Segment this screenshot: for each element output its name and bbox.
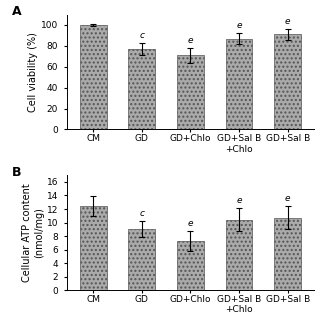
Bar — [226, 220, 252, 290]
Bar — [80, 206, 107, 290]
Y-axis label: Cell viability (%): Cell viability (%) — [28, 32, 38, 112]
Text: e: e — [285, 17, 291, 26]
Bar — [274, 218, 301, 290]
Text: e: e — [236, 196, 242, 205]
Text: e: e — [188, 36, 193, 45]
Text: c: c — [140, 209, 144, 218]
Text: e: e — [188, 219, 193, 228]
Y-axis label: Cellular ATP content
(nmol/mg): Cellular ATP content (nmol/mg) — [22, 183, 44, 282]
Text: e: e — [285, 195, 291, 204]
Text: B: B — [12, 166, 21, 179]
Bar — [129, 49, 155, 130]
Bar — [80, 25, 107, 130]
Bar — [226, 38, 252, 130]
Bar — [177, 241, 204, 290]
Text: c: c — [140, 31, 144, 40]
Bar — [177, 55, 204, 130]
Bar — [274, 34, 301, 130]
Bar — [129, 229, 155, 290]
Text: e: e — [236, 21, 242, 30]
Text: A: A — [12, 5, 21, 18]
